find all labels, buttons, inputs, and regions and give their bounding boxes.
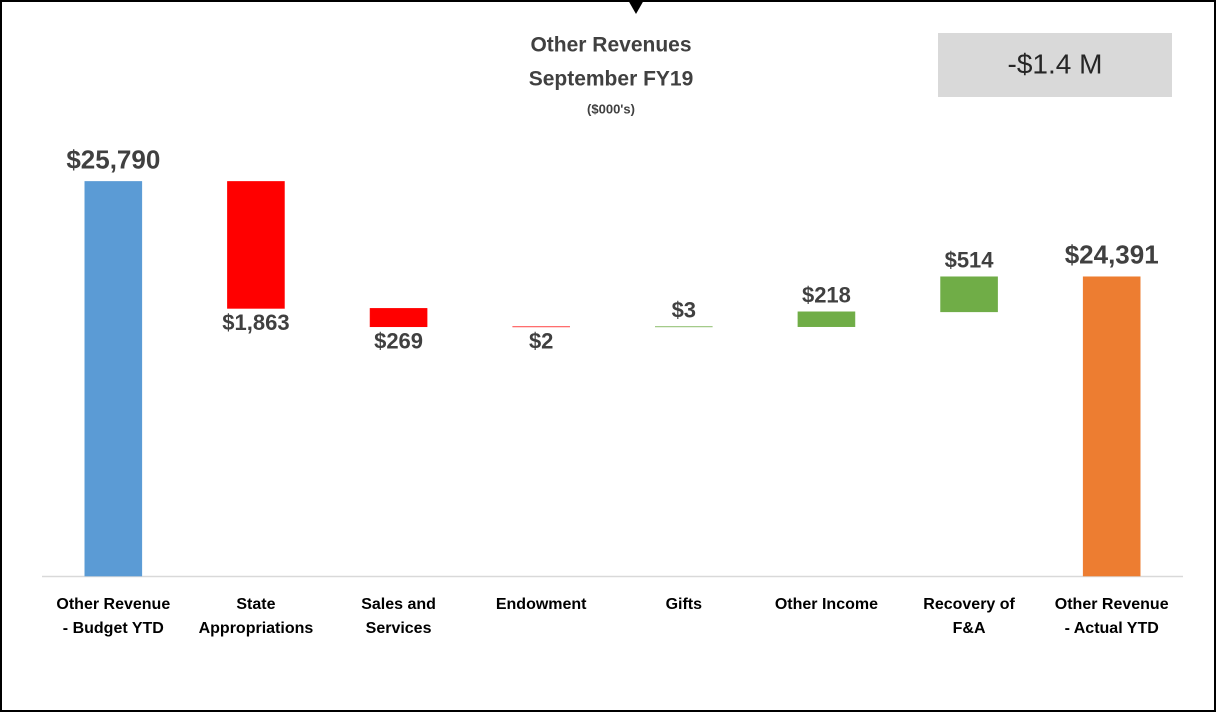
- x-tick-label: - Actual YTD: [1065, 620, 1159, 637]
- value-label: $218: [802, 283, 851, 308]
- bar: [797, 311, 856, 327]
- x-tick-label: Other Revenue: [56, 596, 170, 613]
- value-label: $24,391: [1065, 240, 1159, 270]
- bar: [369, 308, 428, 328]
- pointer-arrow: [628, 0, 644, 14]
- bar: [227, 181, 285, 309]
- x-tick-label: Gifts: [666, 596, 703, 613]
- bar: [84, 181, 143, 577]
- value-label: $269: [374, 329, 423, 354]
- annotation-box: [938, 33, 1172, 97]
- chart-title: Other Revenues: [530, 34, 691, 57]
- unit-note: ($000's): [587, 101, 635, 116]
- value-label: $514: [945, 248, 995, 273]
- value-label: $25,790: [66, 144, 160, 174]
- chart-subtitle: September FY19: [529, 68, 694, 91]
- x-tick-label: Endowment: [496, 596, 587, 613]
- value-label: $1,863: [222, 310, 289, 335]
- x-tick-label: Sales and: [361, 596, 436, 613]
- bar: [1082, 276, 1141, 577]
- x-tick-label: F&A: [953, 620, 986, 637]
- value-label: $3: [672, 297, 696, 322]
- x-tick-label: Appropriations: [199, 620, 314, 637]
- value-label: $2: [529, 329, 553, 354]
- bar: [940, 276, 998, 313]
- annotation: -$1.4 M: [1008, 48, 1103, 79]
- x-tick-label: Recovery of: [923, 596, 1015, 613]
- x-tick-label: - Budget YTD: [63, 620, 164, 637]
- x-tick-label: Other Income: [775, 596, 878, 613]
- x-tick-label: Other Revenue: [1055, 596, 1169, 613]
- x-tick-label: State: [236, 596, 275, 613]
- x-tick-label: Services: [366, 620, 432, 637]
